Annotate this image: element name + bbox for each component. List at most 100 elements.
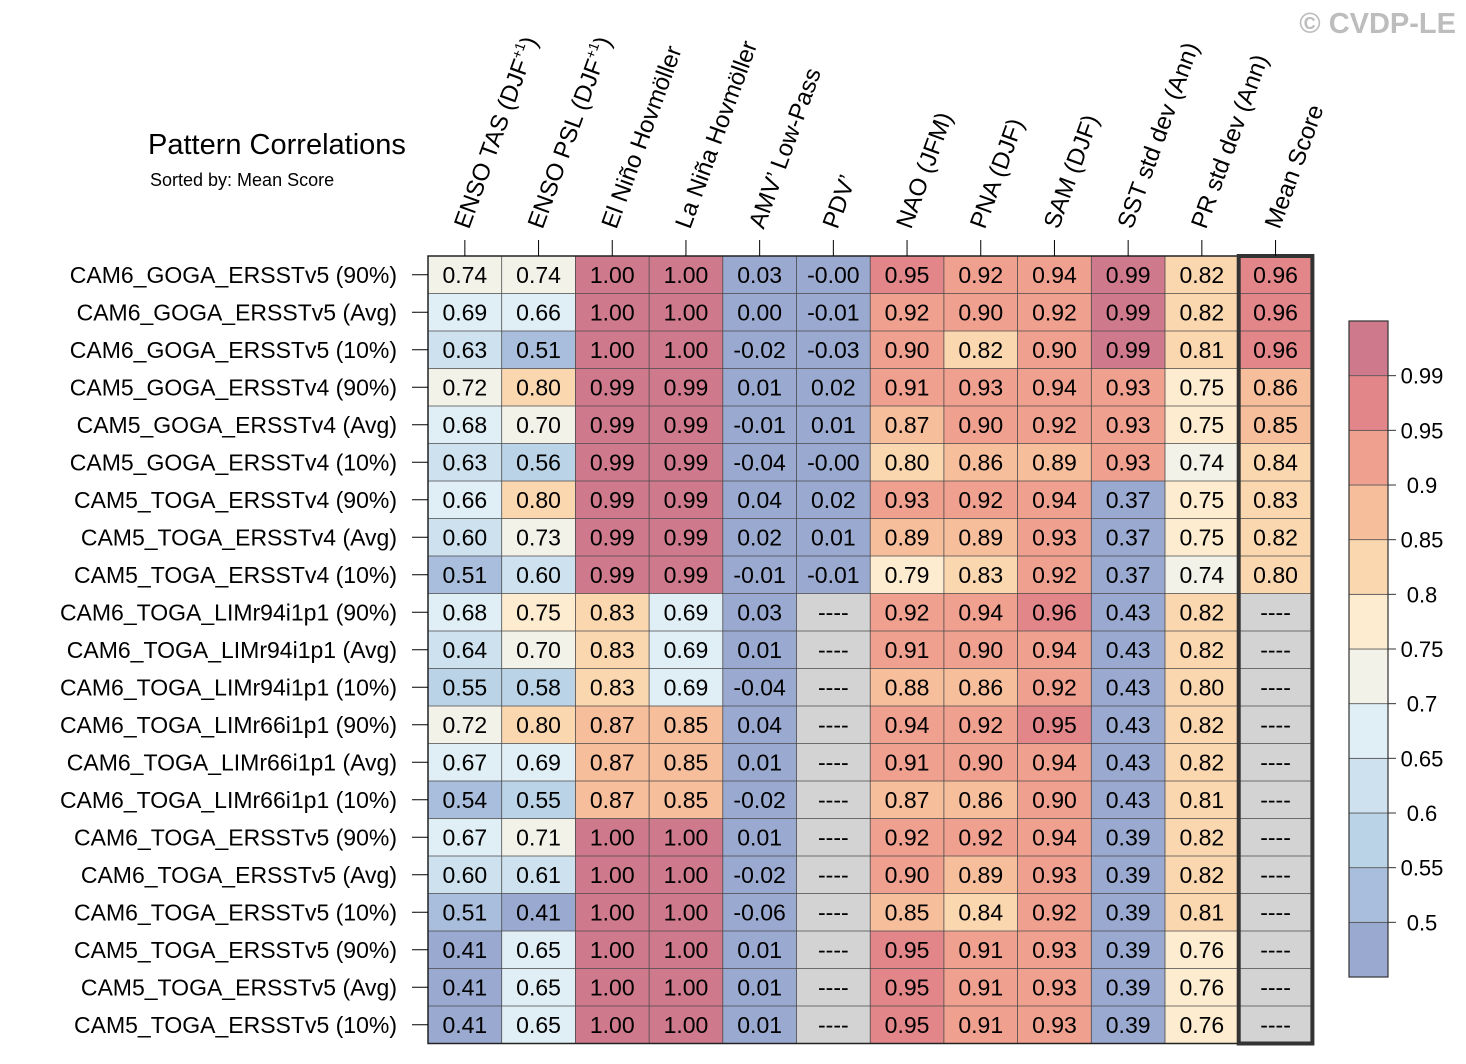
cell-value-label: 0.55 bbox=[442, 674, 487, 700]
cell-value-label: 0.72 bbox=[442, 374, 487, 400]
cell-value-label: ---- bbox=[818, 974, 849, 1000]
cell-value-label: 0.93 bbox=[1032, 974, 1077, 1000]
cell-value-label: 0.43 bbox=[1106, 787, 1151, 813]
heatmap-cell bbox=[796, 781, 871, 819]
heatmap-cell bbox=[428, 668, 502, 706]
cell-value-label: 0.99 bbox=[664, 412, 709, 438]
cell-value-label: 0.01 bbox=[737, 974, 782, 1000]
cell-value-label: -0.01 bbox=[807, 562, 859, 588]
heatmap-cell bbox=[870, 256, 944, 294]
heatmap-cell bbox=[796, 256, 871, 294]
heatmap-cell bbox=[722, 893, 797, 931]
cell-value-label: 0.90 bbox=[885, 337, 930, 363]
heatmap-cell bbox=[943, 368, 1018, 406]
cell-value-label: -0.04 bbox=[733, 449, 786, 475]
heatmap-cell bbox=[1017, 931, 1092, 969]
heatmap-cell bbox=[722, 706, 797, 744]
cell-value-label: -0.00 bbox=[807, 262, 859, 288]
heatmap-cell bbox=[501, 931, 576, 969]
cell-value-label: 0.93 bbox=[1032, 524, 1077, 550]
cell-value-label: 0.75 bbox=[516, 599, 561, 625]
heatmap-cell bbox=[1091, 293, 1165, 331]
cell-value-label: ---- bbox=[1260, 749, 1291, 775]
heatmap-cell bbox=[722, 781, 797, 819]
cell-value-label: 0.82 bbox=[1179, 862, 1224, 888]
heatmap-cell bbox=[1165, 331, 1239, 369]
row-label: CAM6_TOGA_LIMr66i1p1 (Avg) bbox=[67, 749, 397, 775]
heatmap-cell bbox=[1165, 631, 1239, 669]
cell-value-label: 0.01 bbox=[737, 749, 782, 775]
cell-value-label: 0.99 bbox=[590, 524, 635, 550]
cell-value-label: 0.91 bbox=[958, 1012, 1003, 1038]
heatmap-cell bbox=[870, 406, 944, 444]
cell-value-label: 0.93 bbox=[1032, 1012, 1077, 1038]
cell-value-label: 1.00 bbox=[590, 974, 635, 1000]
heatmap-cell bbox=[796, 293, 871, 331]
heatmap-cell bbox=[1091, 481, 1165, 519]
cell-value-label: 0.68 bbox=[442, 412, 487, 438]
heatmap-cell bbox=[722, 931, 797, 969]
heatmap-cell bbox=[649, 893, 723, 931]
colorbar-box bbox=[1348, 703, 1389, 759]
heatmap-cell bbox=[649, 856, 723, 894]
heatmap-cell bbox=[1091, 743, 1165, 781]
cell-value-label: 0.92 bbox=[1032, 299, 1077, 325]
heatmap-cell bbox=[649, 706, 723, 744]
heatmap-cell bbox=[722, 368, 797, 406]
heatmap-cell bbox=[943, 256, 1018, 294]
cell-value-label: 0.94 bbox=[1032, 374, 1077, 400]
cell-value-label: 0.75 bbox=[1179, 524, 1224, 550]
heatmap-cell bbox=[943, 1006, 1018, 1044]
heatmap-cell bbox=[1238, 1006, 1313, 1044]
cell-value-label: 0.76 bbox=[1179, 1012, 1224, 1038]
cell-value-label: 0.04 bbox=[737, 712, 782, 738]
heatmap-cell bbox=[1165, 968, 1239, 1006]
colorbar-box bbox=[1348, 648, 1389, 705]
cell-value-label: 0.65 bbox=[516, 974, 561, 1000]
cell-value-label: ---- bbox=[1260, 1012, 1291, 1038]
heatmap-cell bbox=[796, 743, 871, 781]
cell-value-label: 0.96 bbox=[1253, 299, 1298, 325]
heatmap-cell bbox=[796, 893, 871, 931]
cell-value-label: 0.94 bbox=[1032, 824, 1077, 850]
heatmap-cell bbox=[1017, 1006, 1092, 1044]
heatmap-cell bbox=[1091, 631, 1165, 669]
cell-value-label: 0.75 bbox=[1179, 487, 1224, 513]
heatmap-cell bbox=[722, 968, 797, 1006]
cell-value-label: ---- bbox=[1260, 787, 1291, 813]
cell-value-label: ---- bbox=[1260, 862, 1291, 888]
cell-value-label: 0.85 bbox=[885, 899, 930, 925]
column-header-sst-std-dev-ann: SST std dev (Ann) bbox=[1112, 39, 1204, 232]
cell-value-label: 0.39 bbox=[1106, 974, 1151, 1000]
cell-value-label: 0.67 bbox=[442, 824, 487, 850]
heatmap-cell bbox=[1238, 706, 1313, 744]
heatmap-cell bbox=[575, 593, 650, 631]
cell-value-label: 0.90 bbox=[885, 862, 930, 888]
cell-value-label: 1.00 bbox=[664, 299, 709, 325]
heatmap-cell bbox=[575, 368, 650, 406]
cell-value-label: 0.01 bbox=[811, 412, 856, 438]
cell-value-label: 0.63 bbox=[442, 449, 487, 475]
heatmap-cell bbox=[722, 443, 797, 481]
heatmap-cell bbox=[943, 818, 1018, 856]
heatmap-cell bbox=[1238, 368, 1313, 406]
heatmap-cell bbox=[575, 668, 650, 706]
heatmap-cell bbox=[575, 781, 650, 819]
heatmap-cell bbox=[428, 481, 502, 519]
heatmap-cell bbox=[1091, 893, 1165, 931]
colorbar-label: 0.9 bbox=[1407, 473, 1438, 498]
cell-value-label: ---- bbox=[818, 1012, 849, 1038]
heatmap-cell bbox=[575, 331, 650, 369]
cell-value-label: 0.90 bbox=[958, 412, 1003, 438]
cell-value-label: 0.56 bbox=[516, 449, 561, 475]
heatmap-cell bbox=[870, 368, 944, 406]
heatmap-cell bbox=[501, 368, 576, 406]
heatmap-cell bbox=[428, 781, 502, 819]
cell-value-label: 0.95 bbox=[885, 974, 930, 1000]
heatmap-cell bbox=[1165, 893, 1239, 931]
colorbar-label: 0.8 bbox=[1407, 582, 1438, 607]
cell-value-label: -0.02 bbox=[733, 337, 785, 363]
heatmap-cell bbox=[649, 668, 723, 706]
heatmap-cell bbox=[501, 818, 576, 856]
cell-value-label: 0.76 bbox=[1179, 974, 1224, 1000]
